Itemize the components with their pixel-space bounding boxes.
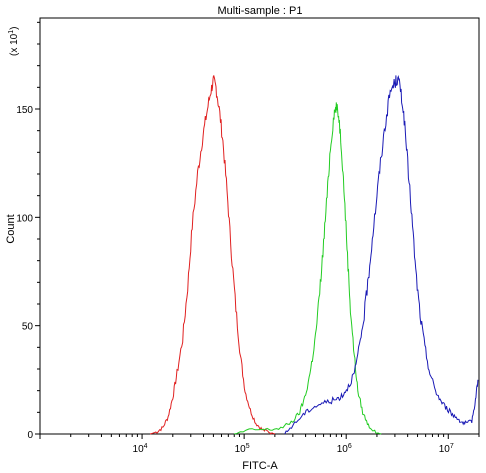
x-tick-base: 10 xyxy=(133,444,145,455)
x-tick-exp: 5 xyxy=(246,443,250,450)
chart-title: Multi-sample : P1 xyxy=(218,5,303,17)
svg-text:(x 101): (x 101) xyxy=(8,27,20,56)
y-multiplier-close: ) xyxy=(9,27,20,30)
series-group xyxy=(150,74,479,435)
x-axis-label: FITC-A xyxy=(242,460,278,472)
series-line xyxy=(150,74,276,435)
x-tick-label: 105 xyxy=(235,443,250,455)
series-line xyxy=(284,74,479,435)
y-tick-label: 0 xyxy=(27,430,33,441)
x-tick-label: 104 xyxy=(133,443,148,455)
x-tick-label: 106 xyxy=(337,443,352,455)
x-tick-exp: 4 xyxy=(144,443,148,450)
series-line xyxy=(234,102,382,435)
y-multiplier-exp: 1 xyxy=(8,30,15,34)
x-axis-ticks: 104 105 106 107 xyxy=(39,434,480,455)
x-tick-label: 107 xyxy=(439,443,454,455)
y-axis-label: Count xyxy=(5,214,17,243)
x-tick-exp: 6 xyxy=(348,443,352,450)
y-multiplier-base: (x 10 xyxy=(9,33,20,56)
x-tick-base: 10 xyxy=(235,444,247,455)
y-axis-ticks: 0 50 100 150 xyxy=(16,21,40,441)
y-tick-label: 100 xyxy=(16,213,33,224)
x-tick-base: 10 xyxy=(337,444,349,455)
y-tick-label: 50 xyxy=(22,322,34,333)
y-tick-label: 150 xyxy=(16,105,33,116)
plot-frame xyxy=(39,17,480,435)
x-tick-base: 10 xyxy=(439,444,451,455)
x-tick-exp: 7 xyxy=(450,443,454,450)
y-multiplier-label: (x 101) xyxy=(8,27,20,56)
